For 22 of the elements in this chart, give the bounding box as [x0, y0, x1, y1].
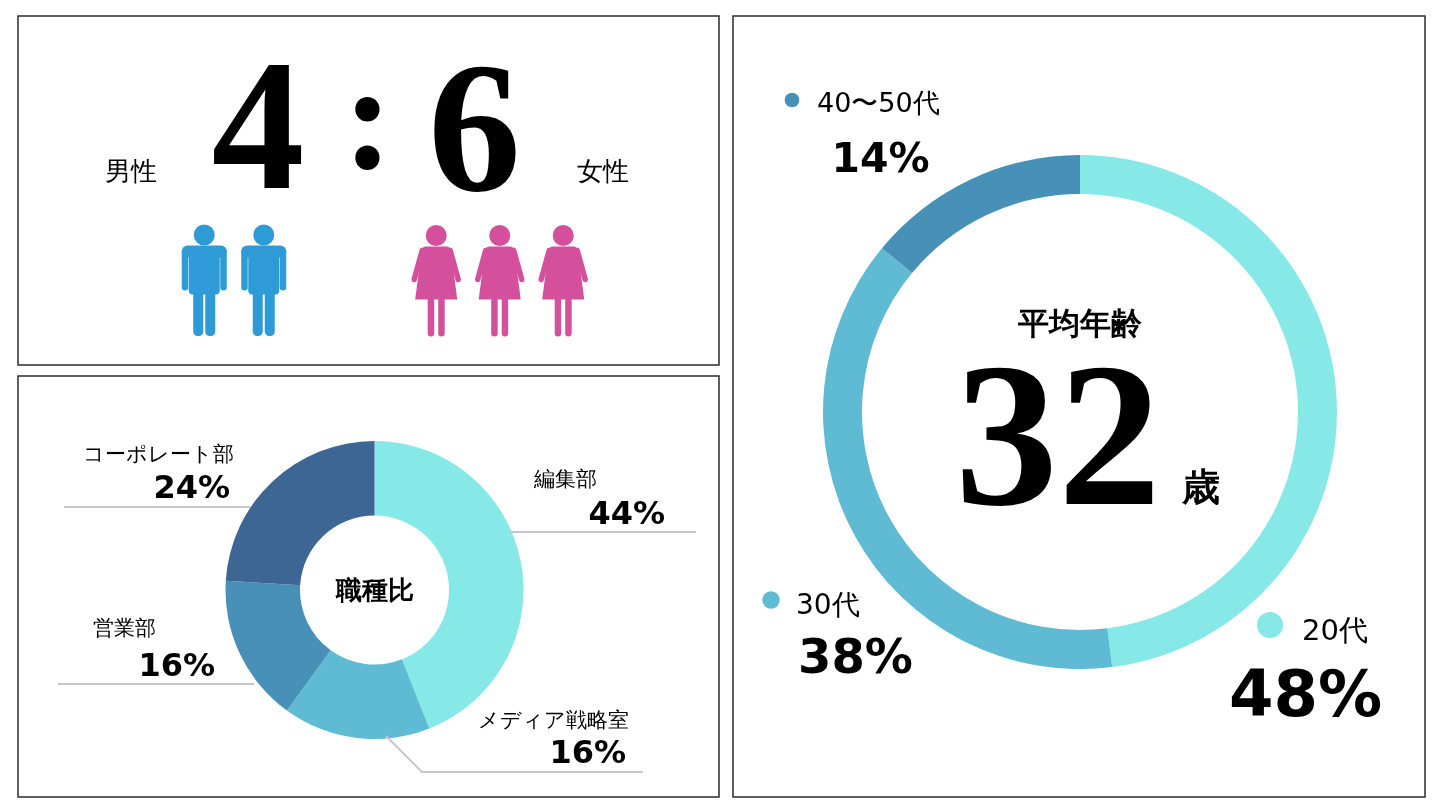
data-label: 16%	[138, 646, 215, 684]
legend-label: 40〜50代	[817, 87, 940, 118]
text: :	[343, 34, 393, 200]
text: 平均年齢	[1017, 305, 1142, 341]
legend-label: 30代	[796, 588, 860, 621]
data-label: 14%	[831, 134, 930, 182]
data-label: 16%	[549, 733, 626, 771]
data-label: 48%	[1228, 657, 1383, 731]
category-label: 男性	[105, 156, 157, 186]
slice-label: 編集部	[533, 467, 597, 491]
slice-label: メディア戦略室	[478, 708, 629, 732]
text: 職種比	[334, 575, 414, 605]
legend-label: 20代	[1302, 613, 1368, 647]
slice-label: 営業部	[93, 616, 156, 640]
category-label: 女性	[577, 156, 629, 186]
data-label: 38%	[798, 628, 913, 684]
data-label: 44%	[588, 494, 665, 532]
data-label: 6	[428, 24, 521, 230]
slice-label: コーポレート部	[83, 442, 234, 466]
data-label: 24%	[153, 468, 230, 506]
data-label: 4	[211, 22, 305, 228]
text: 歳	[1181, 465, 1220, 509]
